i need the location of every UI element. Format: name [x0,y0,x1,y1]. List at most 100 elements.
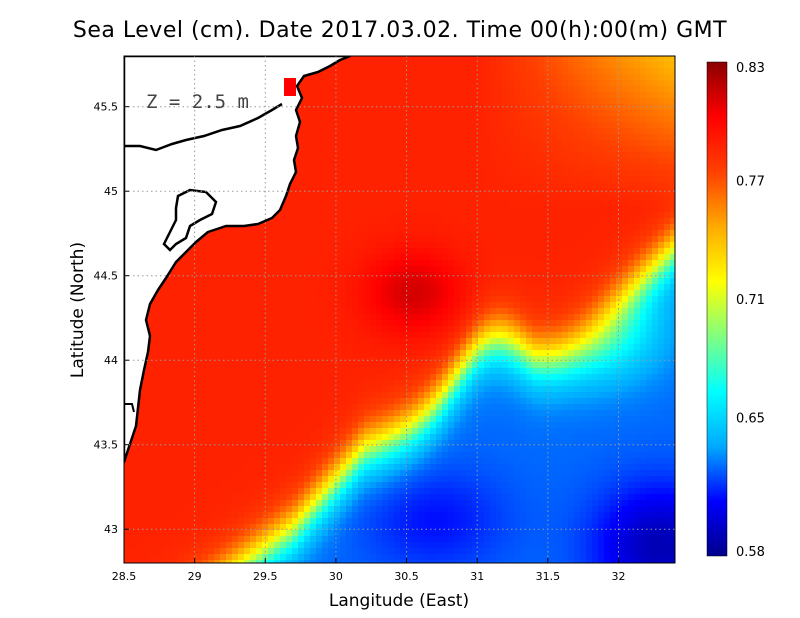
heat-cell [268,218,275,225]
heat-cell [664,200,671,207]
heat-cell [304,164,311,171]
heat-cell [304,158,311,165]
heat-cell [382,308,389,315]
heat-cell [436,368,443,375]
heat-cell [316,236,323,243]
heat-cell [364,62,371,69]
heat-cell [616,368,623,375]
heat-cell [616,110,623,117]
heat-cell [394,104,401,111]
heat-cell [574,344,581,351]
heat-cell [220,278,227,285]
heat-cell [364,374,371,381]
heat-cell [388,200,395,207]
heat-cell [568,260,575,267]
heat-cell [484,158,491,165]
heat-cell [322,182,329,189]
heat-cell [370,236,377,243]
heat-cell [400,290,407,297]
heat-cell [550,116,557,123]
heat-cell [304,242,311,249]
heat-cell [520,68,527,75]
heat-cell [580,212,587,219]
heat-cell [400,80,407,87]
heat-cell [622,170,629,177]
heat-cell [466,284,473,291]
heat-cell [520,116,527,123]
heat-cell [652,194,659,201]
heat-cell [592,146,599,153]
heat-cell [484,182,491,189]
heat-cell [304,332,311,339]
heat-cell [604,332,611,339]
heat-cell [370,224,377,231]
heat-cell [196,302,203,309]
heat-cell [508,194,515,201]
heat-cell [628,302,635,309]
heat-cell [616,134,623,141]
heat-cell [484,266,491,273]
heat-cell [382,74,389,81]
heat-cell [442,152,449,159]
heat-cell [382,356,389,363]
heat-cell [388,74,395,81]
heat-cell [478,176,485,183]
heat-cell [214,290,221,297]
heat-cell [352,356,359,363]
heat-cell [586,74,593,81]
heat-cell [382,170,389,177]
heat-cell [556,110,563,117]
heat-cell [664,74,671,81]
heat-cell [376,356,383,363]
heat-cell [442,350,449,357]
heat-cell [478,206,485,213]
heat-cell [526,170,533,177]
heat-cell [394,260,401,267]
heat-cell [436,134,443,141]
heat-cell [334,170,341,177]
heat-cell [304,290,311,297]
heat-cell [298,116,305,123]
heat-cell [616,236,623,243]
heat-cell [466,230,473,237]
heat-cell [178,344,185,351]
heat-cell [406,344,413,351]
heat-cell [508,86,515,93]
heat-cell [238,266,245,273]
heat-cell [448,206,455,213]
heat-cell [478,272,485,279]
heat-cell [364,122,371,129]
heat-cell [448,362,455,369]
heat-cell [544,236,551,243]
heat-cell [520,374,527,381]
heat-cell [580,374,587,381]
heat-cell [532,212,539,219]
heat-cell [484,278,491,285]
heat-cell [652,182,659,189]
heat-cell [556,284,563,291]
heat-cell [370,188,377,195]
heat-cell [364,176,371,183]
heat-cell [340,68,347,75]
heat-cell [364,230,371,237]
heat-cell [598,74,605,81]
heat-cell [394,62,401,69]
heat-cell [622,374,629,381]
heat-cell [178,308,185,315]
heat-cell [268,338,275,345]
heat-cell [418,338,425,345]
heat-cell [298,356,305,363]
heat-cell [184,326,191,333]
heat-cell [352,224,359,231]
heat-cell [634,344,641,351]
heat-cell [358,272,365,279]
heat-cell [418,176,425,183]
heat-cell [424,302,431,309]
heat-cell [478,188,485,195]
heat-cell [160,314,167,321]
heat-cell [376,176,383,183]
heat-cell [490,308,497,315]
heat-cell [520,290,527,297]
heat-cell [592,338,599,345]
heat-cell [358,266,365,273]
